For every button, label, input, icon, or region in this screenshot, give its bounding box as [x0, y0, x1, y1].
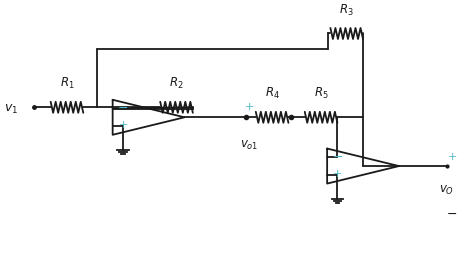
Text: $-$: $-$: [118, 101, 128, 114]
Text: $+$: $+$: [332, 168, 343, 179]
Text: $R_5$: $R_5$: [314, 86, 328, 101]
Text: $R_1$: $R_1$: [60, 76, 74, 91]
Text: $R_3$: $R_3$: [339, 3, 354, 18]
Text: $v_{o1}$: $v_{o1}$: [239, 139, 258, 152]
Text: $-$: $-$: [446, 207, 457, 220]
Text: $+$: $+$: [244, 101, 254, 112]
Text: $+$: $+$: [118, 119, 128, 130]
Text: $+$: $+$: [447, 151, 457, 161]
Text: $R_2$: $R_2$: [169, 76, 184, 91]
Text: $v_1$: $v_1$: [4, 103, 18, 116]
Text: $v_O$: $v_O$: [439, 184, 455, 197]
Text: $R_4$: $R_4$: [264, 86, 280, 101]
Text: $-$: $-$: [332, 150, 343, 162]
